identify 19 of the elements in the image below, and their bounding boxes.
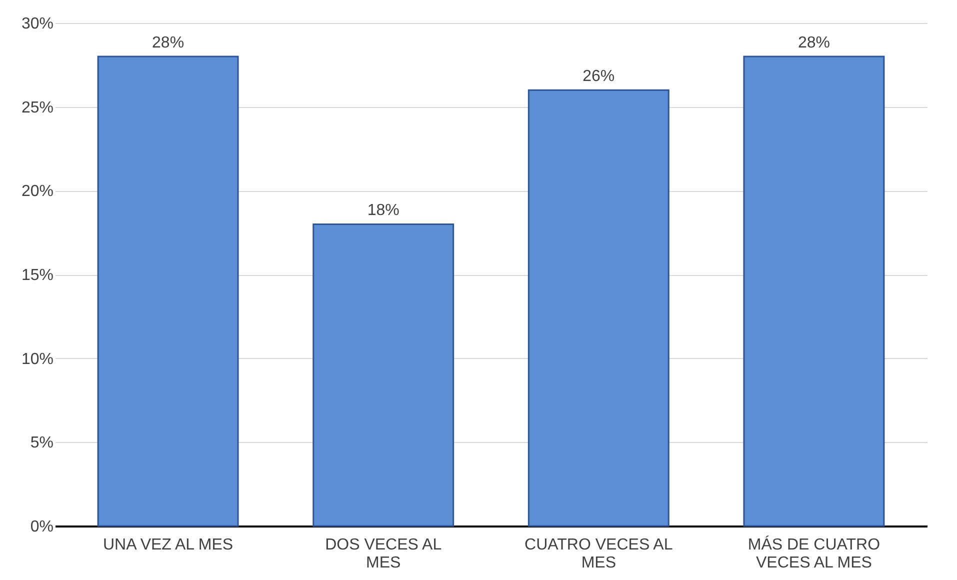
y-tick-label: 0% xyxy=(30,518,54,536)
bar xyxy=(312,223,454,527)
y-tick-label: 25% xyxy=(21,99,54,116)
x-tick-label: DOS VECES AL MES xyxy=(325,536,442,572)
x-tick-label: MÁS DE CUATRO VECES AL MES xyxy=(748,536,880,572)
y-tick-label: 30% xyxy=(21,16,54,32)
x-tick-label: UNA VEZ AL MES xyxy=(102,536,234,554)
bar xyxy=(743,56,885,527)
data-label: 28% xyxy=(798,34,830,52)
data-label: 18% xyxy=(367,202,400,220)
y-tick-label: 10% xyxy=(21,350,54,368)
bar xyxy=(528,89,670,527)
bar xyxy=(97,56,239,527)
x-tick-label: CUATRO VECES AL MES xyxy=(524,536,673,572)
data-label: 26% xyxy=(582,68,615,86)
y-tick-label: 15% xyxy=(21,267,54,284)
y-tick-label: 5% xyxy=(30,434,54,452)
data-label: 28% xyxy=(152,34,184,52)
y-tick-label: 20% xyxy=(21,183,54,200)
